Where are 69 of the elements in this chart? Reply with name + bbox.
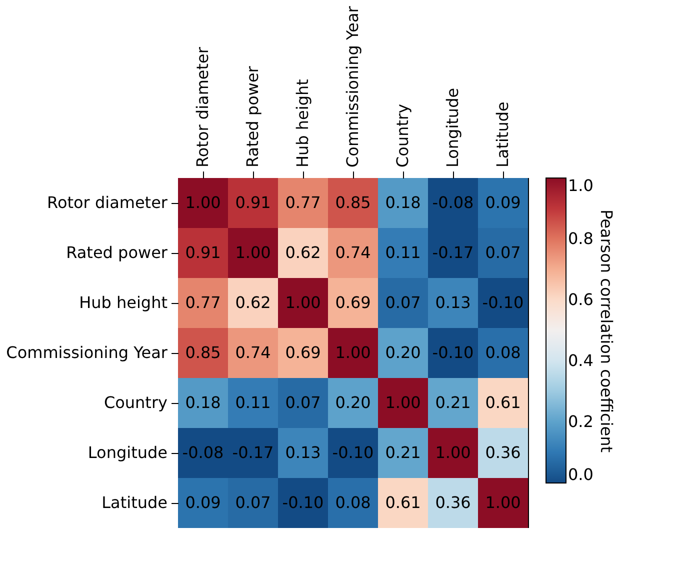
data-label: 0.07	[235, 493, 271, 512]
data-label: 1.00	[185, 193, 221, 212]
data-label: 0.11	[235, 393, 271, 412]
data-label: 0.36	[485, 443, 521, 462]
data-label: 1.00	[385, 393, 421, 412]
y-tick-label: Longitude	[88, 443, 168, 462]
data-label: 0.20	[335, 393, 371, 412]
color-bar-label: 0.0	[568, 465, 594, 484]
x-tick-label: Country	[393, 104, 412, 168]
data-label: 0.85	[185, 343, 221, 362]
y-tick-label: Rotor diameter	[47, 193, 168, 212]
data-label: 0.74	[335, 243, 371, 262]
x-tick-label: Hub height	[293, 79, 312, 168]
data-label: 0.61	[485, 393, 521, 412]
color-bar-title: Pearson correlation coefficient	[597, 210, 616, 452]
data-label: 1.00	[285, 293, 321, 312]
data-label: -0.08	[432, 193, 474, 212]
data-label: 0.08	[485, 343, 521, 362]
y-tick-label: Commissioning Year	[6, 343, 168, 362]
data-label: 0.18	[185, 393, 221, 412]
data-label: -0.10	[282, 493, 324, 512]
y-tick-label: Latitude	[102, 493, 168, 512]
data-label: 0.13	[435, 293, 471, 312]
data-label: 0.77	[185, 293, 221, 312]
data-label: 0.36	[435, 493, 471, 512]
x-tick-label: Latitude	[493, 102, 512, 168]
data-label: 1.00	[235, 243, 271, 262]
data-label: 0.13	[285, 443, 321, 462]
data-label: -0.08	[182, 443, 224, 462]
x-tick-label: Longitude	[443, 88, 462, 168]
data-label: 0.69	[285, 343, 321, 362]
data-label: 0.21	[435, 393, 471, 412]
data-label: -0.10	[332, 443, 374, 462]
data-label: 0.69	[335, 293, 371, 312]
color-bar-label: 0.8	[568, 229, 594, 248]
color-bar-label: 0.6	[568, 290, 594, 309]
data-label: 0.62	[285, 243, 321, 262]
x-tick-label: Commissioning Year	[343, 6, 362, 168]
data-label: 0.09	[185, 493, 221, 512]
data-label: 0.11	[385, 243, 421, 262]
data-label: 0.07	[285, 393, 321, 412]
data-label: 0.91	[185, 243, 221, 262]
data-label: 0.07	[485, 243, 521, 262]
data-label: -0.10	[482, 293, 524, 312]
data-label: 0.18	[385, 193, 421, 212]
data-label: 0.07	[385, 293, 421, 312]
data-label: 0.85	[335, 193, 371, 212]
data-label: 0.91	[235, 193, 271, 212]
data-label: 0.61	[385, 493, 421, 512]
color-bar-label: 0.4	[568, 351, 594, 370]
data-label: -0.17	[432, 243, 474, 262]
data-label: -0.10	[432, 343, 474, 362]
y-tick-label: Country	[104, 393, 168, 412]
color-bar-label: 0.2	[568, 412, 594, 431]
data-label: 0.62	[235, 293, 271, 312]
data-label: 0.21	[385, 443, 421, 462]
data-label: 0.09	[485, 193, 521, 212]
data-label: 0.74	[235, 343, 271, 362]
y-tick-label: Hub height	[79, 293, 168, 312]
data-label: 0.20	[385, 343, 421, 362]
color-bar-label: 1.0	[568, 176, 594, 195]
y-tick-label: Rated power	[66, 243, 168, 262]
data-label: -0.17	[232, 443, 274, 462]
data-label: 1.00	[485, 493, 521, 512]
data-label: 0.08	[335, 493, 371, 512]
x-tick-label: Rated power	[243, 66, 262, 168]
data-label: 1.00	[435, 443, 471, 462]
data-label: 0.77	[285, 193, 321, 212]
data-label: 1.00	[335, 343, 371, 362]
